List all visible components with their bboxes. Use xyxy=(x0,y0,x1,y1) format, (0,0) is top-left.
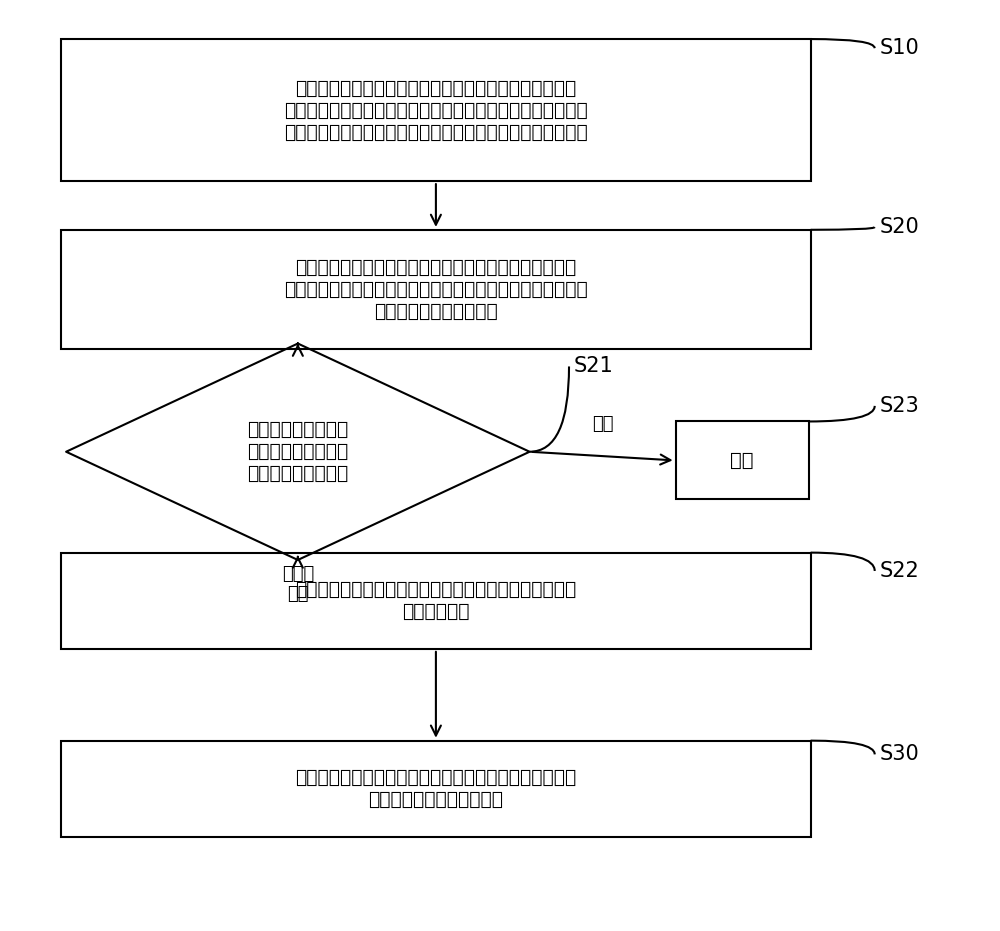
Text: 所述第一监控程序的计算过程顺序执行并输出所述动力参
数的计算值；: 所述第一监控程序的计算过程顺序执行并输出所述动力参 数的计算值； xyxy=(295,580,577,621)
Text: 第一监控程序监测车辆的硬件模块、电力参数及动力参数
，且对所述硬件模块、电力参数及动力参数进行诊断，以及对
所述动力参数的输出值进行计算，并将计算值输出给控制器: 第一监控程序监测车辆的硬件模块、电力参数及动力参数 ，且对所述硬件模块、电力参数… xyxy=(284,78,588,142)
Text: 等于或
小于: 等于或 小于 xyxy=(282,564,314,603)
Text: S20: S20 xyxy=(880,217,919,237)
Text: S23: S23 xyxy=(880,396,919,416)
Text: 通过将所述系统功能
数据的计算值与预设
的约束值进行比较；: 通过将所述系统功能 数据的计算值与预设 的约束值进行比较； xyxy=(247,420,348,483)
Text: S22: S22 xyxy=(880,561,919,581)
Text: 约束: 约束 xyxy=(730,451,754,470)
FancyBboxPatch shape xyxy=(61,39,811,182)
Text: S21: S21 xyxy=(574,357,614,376)
Text: 第二监控程序监测所述系统功能数据的计算过程是否正确
执行，且对所述计算过程未正确执行的所述系统功能数据的输
出值控制计算进行约束；: 第二监控程序监测所述系统功能数据的计算过程是否正确 执行，且对所述计算过程未正确… xyxy=(284,258,588,321)
FancyBboxPatch shape xyxy=(61,741,811,837)
Polygon shape xyxy=(66,344,530,560)
Text: 第三监控程序监测所述第二监控程序的执行顺序，并根据
监测结果作出相应的响应。: 第三监控程序监测所述第二监控程序的执行顺序，并根据 监测结果作出相应的响应。 xyxy=(295,768,577,809)
Text: 大于: 大于 xyxy=(592,415,613,434)
Text: S10: S10 xyxy=(880,38,919,59)
FancyBboxPatch shape xyxy=(61,230,811,349)
FancyBboxPatch shape xyxy=(61,553,811,649)
FancyBboxPatch shape xyxy=(676,422,809,499)
Text: S30: S30 xyxy=(880,745,919,764)
